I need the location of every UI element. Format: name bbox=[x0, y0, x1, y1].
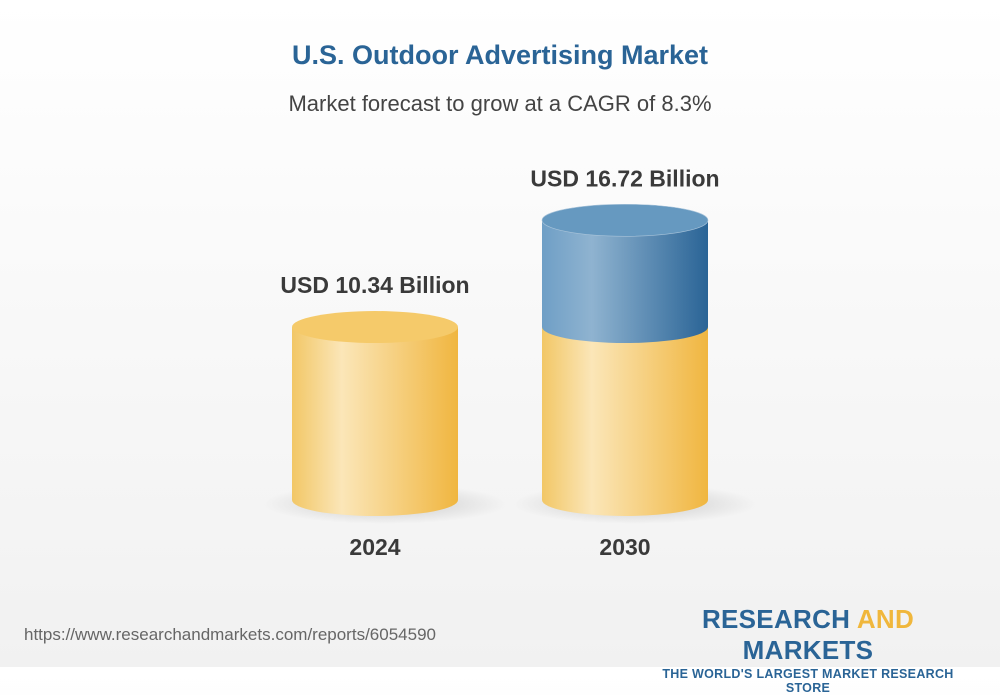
cylinder-top bbox=[292, 311, 458, 344]
cylinder-base-segment bbox=[542, 327, 708, 516]
category-label: 2030 bbox=[599, 534, 650, 560]
category-label: 2024 bbox=[349, 534, 400, 560]
data-label: USD 10.34 Billion bbox=[280, 272, 469, 298]
chart-subtitle: Market forecast to grow at a CAGR of 8.3… bbox=[288, 91, 712, 116]
bar-2030: USD 16.72 Billion 2030 bbox=[512, 165, 758, 560]
chart-title: U.S. Outdoor Advertising Market bbox=[291, 40, 709, 70]
research-and-markets-logo: RESEARCH AND MARKETS THE WORLD'S LARGEST… bbox=[662, 604, 954, 695]
source-url[interactable]: https://www.researchandmarkets.com/repor… bbox=[24, 625, 436, 644]
data-label: USD 16.72 Billion bbox=[530, 165, 719, 191]
cylinder-top bbox=[541, 203, 709, 237]
cylinder-base-segment bbox=[292, 327, 458, 516]
chart: USD 10.34 Billion 2024 USD 16.72 Billion 20… bbox=[262, 165, 758, 560]
bar-2024: USD 10.34 Billion 2024 bbox=[262, 272, 508, 560]
cylinder-growth-segment bbox=[542, 220, 708, 344]
